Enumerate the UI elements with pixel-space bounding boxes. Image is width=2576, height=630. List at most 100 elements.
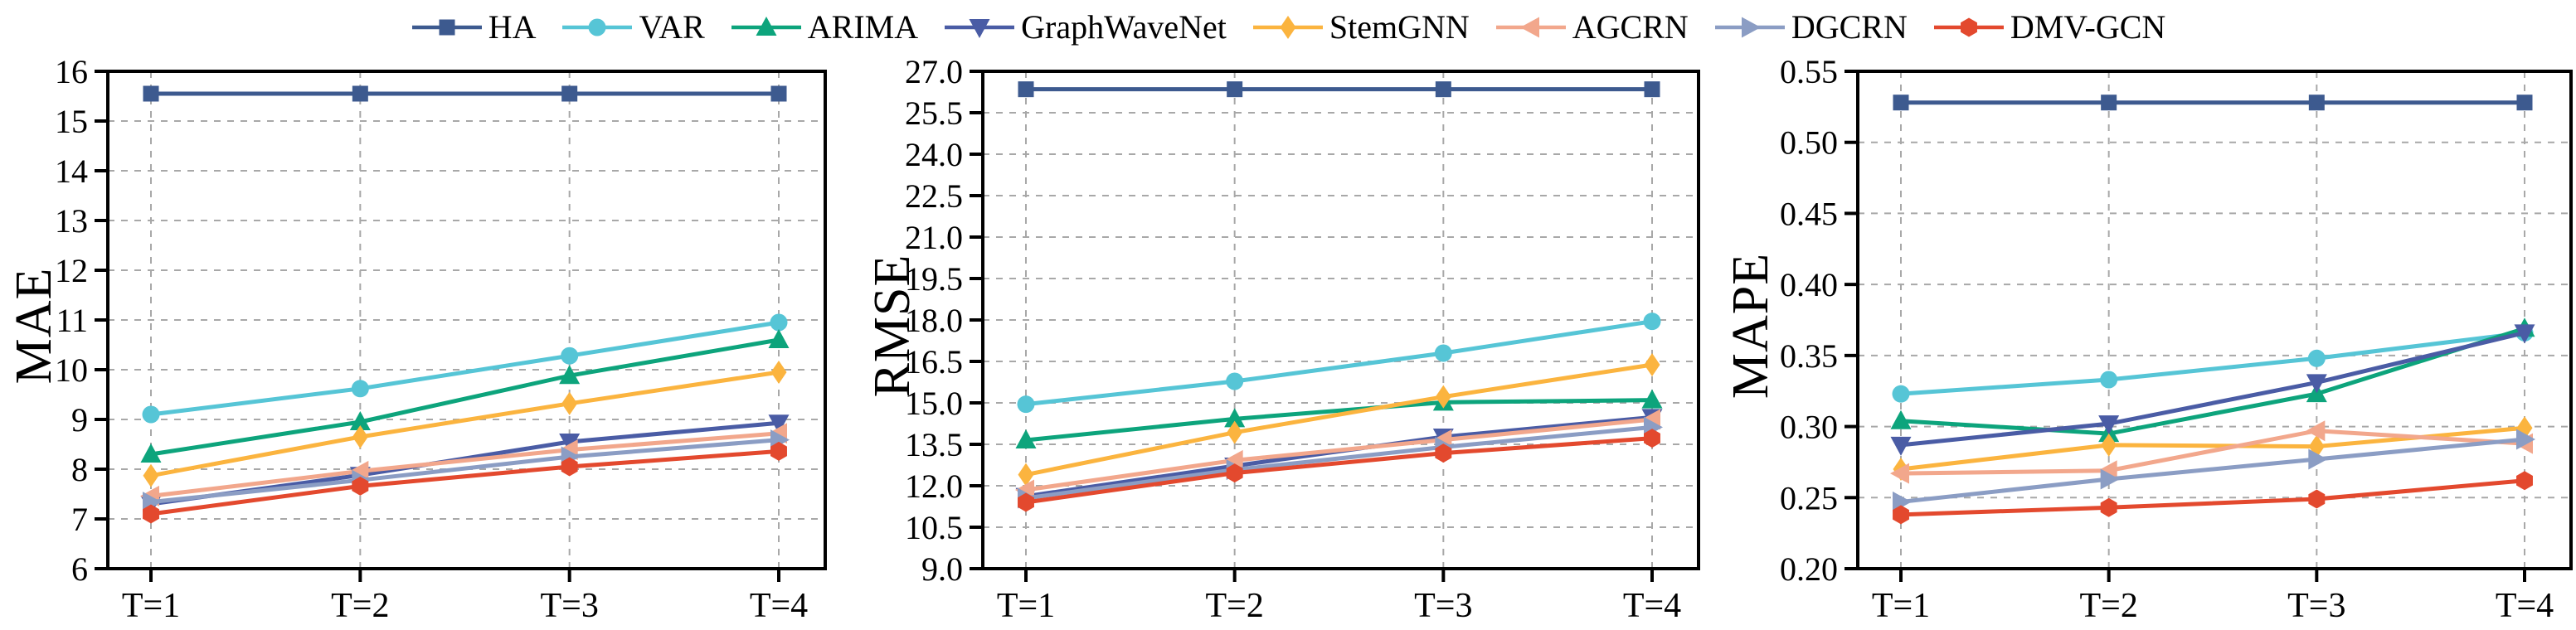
y-tick-label: 15 — [55, 103, 88, 140]
mape-chart: 0.20 0.25 0.30 0.35 0.40 0.45 0.50 0.55 T=1 T=2 T=… — [1780, 53, 2573, 625]
data-point-agcrn-T=2 — [1223, 449, 1243, 471]
series-line-stemgnn — [150, 370, 780, 478]
data-point-graphwavenet-T=1 — [1890, 436, 1912, 456]
series-line-dgcrn — [150, 438, 780, 505]
series-line-var — [150, 320, 780, 417]
y-tick-label: 14 — [55, 153, 88, 190]
data-point-arima-T=1 — [140, 443, 162, 463]
data-point-var-T=3 — [561, 346, 579, 365]
y-tick-label: 10.5 — [905, 509, 963, 546]
x-tick-label: T=2 — [1205, 587, 1263, 625]
data-point-var-T=2 — [351, 380, 369, 398]
triangle-left-icon — [1495, 17, 1566, 38]
data-point-dgcrn-T=3 — [2308, 448, 2328, 470]
diamond-icon — [1252, 16, 1323, 39]
y-tick-label: 19.5 — [905, 260, 963, 298]
data-point-var-T=2 — [1226, 372, 1244, 390]
data-point-ha-T=3 — [561, 85, 578, 102]
series-line-dmv-gcn — [1025, 436, 1653, 505]
legend-hexagon-icon — [1960, 17, 1977, 37]
data-point-ha-T=1 — [1018, 81, 1034, 98]
y-axis-title-mape: MAPE — [1723, 252, 1779, 399]
data-point-arima-T=4 — [768, 329, 790, 348]
data-point-dgcrn-T=1 — [1893, 491, 1912, 512]
data-point-dgcrn-T=4 — [2516, 429, 2535, 450]
y-tick-label: 10 — [55, 351, 88, 389]
data-point-ha-T=4 — [1644, 81, 1660, 98]
rmse-chart: 9.0 10.5 12.0 13.5 15.0 16.5 18.0 19.5 21.0 22.5 2… — [905, 53, 1700, 625]
legend-item-label: HA — [488, 8, 537, 46]
data-point-arima-T=1 — [1890, 410, 1912, 429]
x-tick-label: T=1 — [122, 587, 180, 625]
x-tick-label: T=3 — [1414, 587, 1472, 625]
data-point-var-T=4 — [1643, 313, 1661, 331]
data-point-dmv-gcn-T=4 — [1644, 429, 1660, 448]
series-line-dmv-gcn — [1900, 478, 2525, 517]
legend-item-label: ARIMA — [807, 8, 919, 46]
legend-square-icon — [439, 19, 455, 36]
data-point-stemgnn-T=3 — [2308, 434, 2325, 458]
y-tick-label: 8 — [71, 451, 88, 488]
legend-triangle-left-icon — [1519, 17, 1539, 38]
legend-triangle-down-icon — [969, 19, 990, 38]
data-point-stemgnn-T=1 — [1018, 463, 1034, 487]
x-tick-label: T=3 — [540, 587, 598, 625]
data-point-stemgnn-T=4 — [770, 361, 787, 384]
data-point-var-T=1 — [1892, 385, 1910, 403]
data-point-graphwavenet-T=2 — [2098, 415, 2120, 435]
x-tick-label: T=4 — [750, 587, 808, 625]
mae-chart: 6 7 8 9 10 11 12 13 14 15 16 T=1 T=2 T=3 T=4 — [55, 53, 827, 625]
data-point-graphwavenet-T=3 — [2306, 374, 2327, 394]
y-tick-label: 0.30 — [1780, 409, 1838, 446]
data-point-dmv-gcn-T=1 — [1018, 492, 1034, 512]
y-tick-label: 0.40 — [1780, 266, 1838, 303]
data-point-stemgnn-T=3 — [1435, 385, 1451, 409]
data-point-var-T=3 — [2307, 349, 2326, 367]
data-point-ha-T=2 — [352, 85, 368, 102]
series-line-dgcrn — [1900, 437, 2525, 504]
data-point-var-T=4 — [770, 313, 788, 332]
data-point-ha-T=2 — [1227, 81, 1243, 98]
series-line-stemgnn — [1025, 362, 1653, 477]
legend-item-label: VAR — [639, 8, 705, 46]
data-point-dmv-gcn-T=2 — [2100, 497, 2117, 517]
y-tick-label: 12.0 — [905, 468, 963, 505]
y-tick-label: 0.50 — [1780, 124, 1838, 162]
data-point-stemgnn-T=1 — [143, 463, 159, 487]
mae-panel: MAE 6 7 8 9 10 11 12 13 14 15 16 T=1 T=2 T=3 T=4 — [0, 0, 858, 626]
legend-item-label: GraphWaveNet — [1021, 8, 1227, 46]
data-point-ha-T=3 — [2308, 94, 2325, 111]
data-point-graphwavenet-T=3 — [559, 434, 581, 453]
series-line-var — [1900, 330, 2525, 396]
data-point-stemgnn-T=4 — [1644, 353, 1660, 376]
hexagon-icon — [1933, 17, 2004, 37]
legend-item-arima: ARIMA — [730, 10, 918, 45]
series-line-agcrn — [150, 431, 780, 498]
data-point-graphwavenet-T=4 — [768, 414, 790, 434]
series-line-arima — [150, 337, 780, 457]
series-line-graphwavenet — [1900, 330, 2525, 448]
data-point-dmv-gcn-T=4 — [2516, 471, 2533, 491]
data-point-arima-T=2 — [349, 411, 371, 430]
series-line-agcrn — [1900, 429, 2525, 476]
data-point-ha-T=3 — [1435, 81, 1451, 98]
x-tick-label: T=4 — [1623, 587, 1681, 625]
x-tick-label: T=3 — [2287, 587, 2345, 625]
data-point-dmv-gcn-T=3 — [2308, 489, 2326, 509]
data-point-dmv-gcn-T=2 — [1226, 463, 1243, 483]
y-tick-label: 7 — [71, 501, 88, 538]
y-tick-label: 13.5 — [905, 426, 963, 463]
legend-item-graphwavenet: GraphWaveNet — [943, 10, 1227, 45]
y-tick-label: 24.0 — [905, 136, 963, 173]
legend-item-label: AGCRN — [1572, 8, 1689, 46]
series-line-dgcrn — [1025, 424, 1653, 501]
data-point-dmv-gcn-T=1 — [143, 504, 159, 524]
series-line-agcrn — [1025, 417, 1653, 492]
y-tick-label: 21.0 — [905, 219, 963, 256]
triangle-up-icon — [731, 17, 801, 36]
legend-item-label: DGCRN — [1791, 8, 1908, 46]
y-tick-label: 15.0 — [905, 385, 963, 422]
data-point-ha-T=4 — [770, 85, 787, 102]
legend-item-dmv-gcn: DMV-GCN — [1932, 10, 2165, 45]
x-tick-label: T=2 — [331, 587, 389, 625]
